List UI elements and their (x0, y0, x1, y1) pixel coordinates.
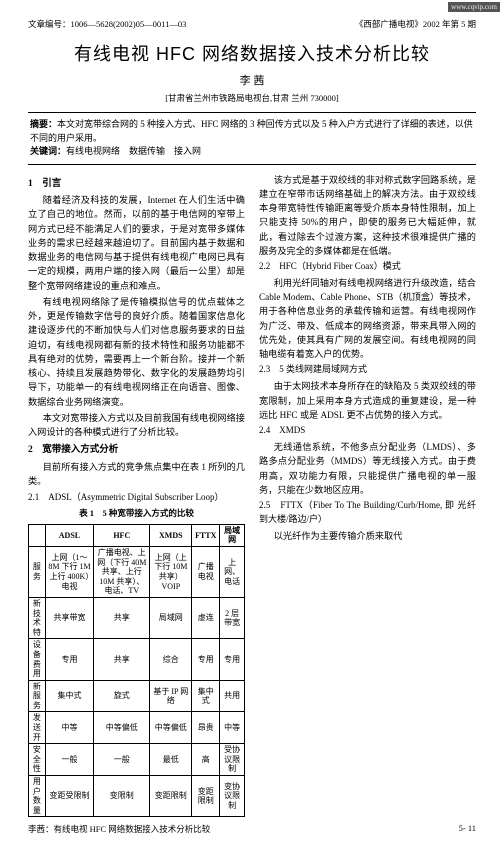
table-cell: 集中式 (45, 680, 93, 712)
table-cell: 上网（1～8M 下行 1M 上行 400K）电视 (45, 546, 93, 597)
table-row: 服务上网（1～8M 下行 1M 上行 400K）电视广播电视、上网（下行 40M… (29, 546, 245, 597)
table-cell: 专用 (45, 639, 93, 680)
paper-title: 有线电视 HFC 网络数据接入技术分析比较 (28, 40, 476, 66)
source-url-tag: www.cqvip.com (448, 2, 500, 12)
footer-page: 5- 11 (459, 823, 476, 835)
section-24-heading: 2.4 XMDS (259, 424, 476, 438)
section-22-heading: 2.2 HFC（Hybrid Fiber Coax）模式 (259, 260, 476, 274)
table-header-cell: XMDS (150, 524, 192, 546)
section-1-heading: 1 引言 (28, 177, 245, 192)
table-cell: 专用 (220, 639, 245, 680)
table-rowhead-cell: 新服务 (29, 680, 46, 712)
body-text: 本文对宽带接入方式以及目前我国有线电视网络接入网设计的各种模式进行了分析比较。 (28, 411, 245, 440)
table-cell: 综合 (150, 639, 192, 680)
table-cell: 广播电视 (192, 546, 220, 597)
body-text: 有线电视网络除了是传输模拟信号的优点载体之外，更是传输数字信号的良好介质。随着国… (28, 295, 245, 409)
table-cell: 专用 (192, 639, 220, 680)
keywords-block: 关键词：有线电视网络 数据传输 接入网 (30, 145, 474, 159)
table-row: 设备费用专用共享综合专用专用 (29, 639, 245, 680)
body-text: 利用光纤同轴对有线电视网络进行升级改造，结合 Cable Modem、Cable… (259, 276, 476, 362)
section-25-heading: 2.5 FTTX（Fiber To The Building/Curb/Home… (259, 499, 476, 527)
table-cell: 受协议限制 (220, 744, 245, 776)
section-2-heading: 2 宽带接入方式分析 (28, 443, 245, 458)
table-rowhead-cell: 发送开 (29, 712, 46, 744)
table-cell: 旋式 (94, 680, 150, 712)
table-row: 新技术特共享带宽共享局域网虚连2 层带宽 (29, 597, 245, 638)
table-rowhead-cell: 用户数量 (29, 776, 46, 817)
table-caption: 表 1 5 种宽带接入方式的比较 (28, 507, 245, 520)
table-cell: 共享 (94, 639, 150, 680)
table-cell: 变距受限制 (45, 776, 93, 817)
table-header-cell (29, 524, 46, 546)
table-cell: 局域网 (150, 597, 192, 638)
comparison-table: ADSLHFCXMDSFTTX局域网 服务上网（1～8M 下行 1M 上行 40… (28, 524, 245, 818)
abstract-block: 摘要：本文对宽带综合网的 5 种接入方式、HFC 网络的 3 种回传方式以及 5… (30, 118, 474, 145)
table-cell: 变距限制 (192, 776, 220, 817)
table-cell: 虚连 (192, 597, 220, 638)
table-rowhead-cell: 新技术特 (29, 597, 46, 638)
table-cell: 中等偏低 (94, 712, 150, 744)
table-cell: 集中式 (192, 680, 220, 712)
table-cell: 上网、电话 (220, 546, 245, 597)
table-rowhead-cell: 安全性 (29, 744, 46, 776)
table-rowhead-cell: 服务 (29, 546, 46, 597)
footer-left: 李茜：有线电视 HFC 网络数据接入技术分析比较 (28, 823, 210, 835)
body-text: 由于太网技术本身所存在的缺陷及 5 类双绞线的带宽限制，加上采用本身方式造成的重… (259, 379, 476, 422)
table-header-cell: 局域网 (220, 524, 245, 546)
table-cell: 变协议限制 (220, 776, 245, 817)
section-21-heading: 2.1 ADSL（Asymmetric Digital Subscriber L… (28, 491, 245, 505)
section-23-heading: 2.3 5 类线网建局域网方式 (259, 363, 476, 377)
table-row: 发送开中等中等偏低中等偏低昂贵中等 (29, 712, 245, 744)
article-number: 文章编号：1006—5628(2002)05—0011—03 (28, 18, 186, 30)
body-text: 无线通信系统，不他多点分配业务（LMDS）、多路多点分配业务（MMDS）等无线接… (259, 440, 476, 497)
table-cell: 一般 (94, 744, 150, 776)
table-cell: 共享带宽 (45, 597, 93, 638)
table-cell: 广播电视、上网（下行 40M 共享、上行 10M 共享）、电话、TV (94, 546, 150, 597)
body-text: 随着经济及科技的发展，Internet 在人们生活中确立了自己的地位。然而，以前… (28, 193, 245, 293)
author-affiliation: [甘肃省兰州市铁路局电视台,甘肃 兰州 730000] (28, 92, 476, 104)
body-text: 以光纤作为主要传输介质来取代 (259, 529, 476, 543)
table-cell: 中等偏低 (150, 712, 192, 744)
table-cell: 高 (192, 744, 220, 776)
author-name: 李 茜 (28, 72, 476, 88)
table-header-cell: HFC (94, 524, 150, 546)
table-row: 安全性一般一般最低高受协议限制 (29, 744, 245, 776)
table-cell: 一般 (45, 744, 93, 776)
table-rowhead-cell: 设备费用 (29, 639, 46, 680)
table-cell: 基于 IP 网络 (150, 680, 192, 712)
table-header-cell: ADSL (45, 524, 93, 546)
journal-issue: 《西部广播电视》2002 年第 5 期 (355, 18, 476, 30)
table-cell: 最低 (150, 744, 192, 776)
table-cell: 2 层带宽 (220, 597, 245, 638)
table-cell: 昂贵 (192, 712, 220, 744)
table-header-cell: FTTX (192, 524, 220, 546)
body-text: 该方式是基于双绞线的非对称式数字回路系统，是建立在窄带市话网络基础上的解决方法。… (259, 173, 476, 259)
table-cell: 共用 (220, 680, 245, 712)
table-row: 新服务集中式旋式基于 IP 网络集中式共用 (29, 680, 245, 712)
table-row: 用户数量变距受限制变限制变距限制变距限制变协议限制 (29, 776, 245, 817)
table-cell: 变限制 (94, 776, 150, 817)
body-text: 目前所有接入方式的竞争焦点集中在表 1 所列的几类。 (28, 460, 245, 489)
table-cell: 共享 (94, 597, 150, 638)
table-cell: 中等 (220, 712, 245, 744)
table-cell: 中等 (45, 712, 93, 744)
table-cell: 变距限制 (150, 776, 192, 817)
table-cell: 上网（上下行 10M 共享）VOIP (150, 546, 192, 597)
